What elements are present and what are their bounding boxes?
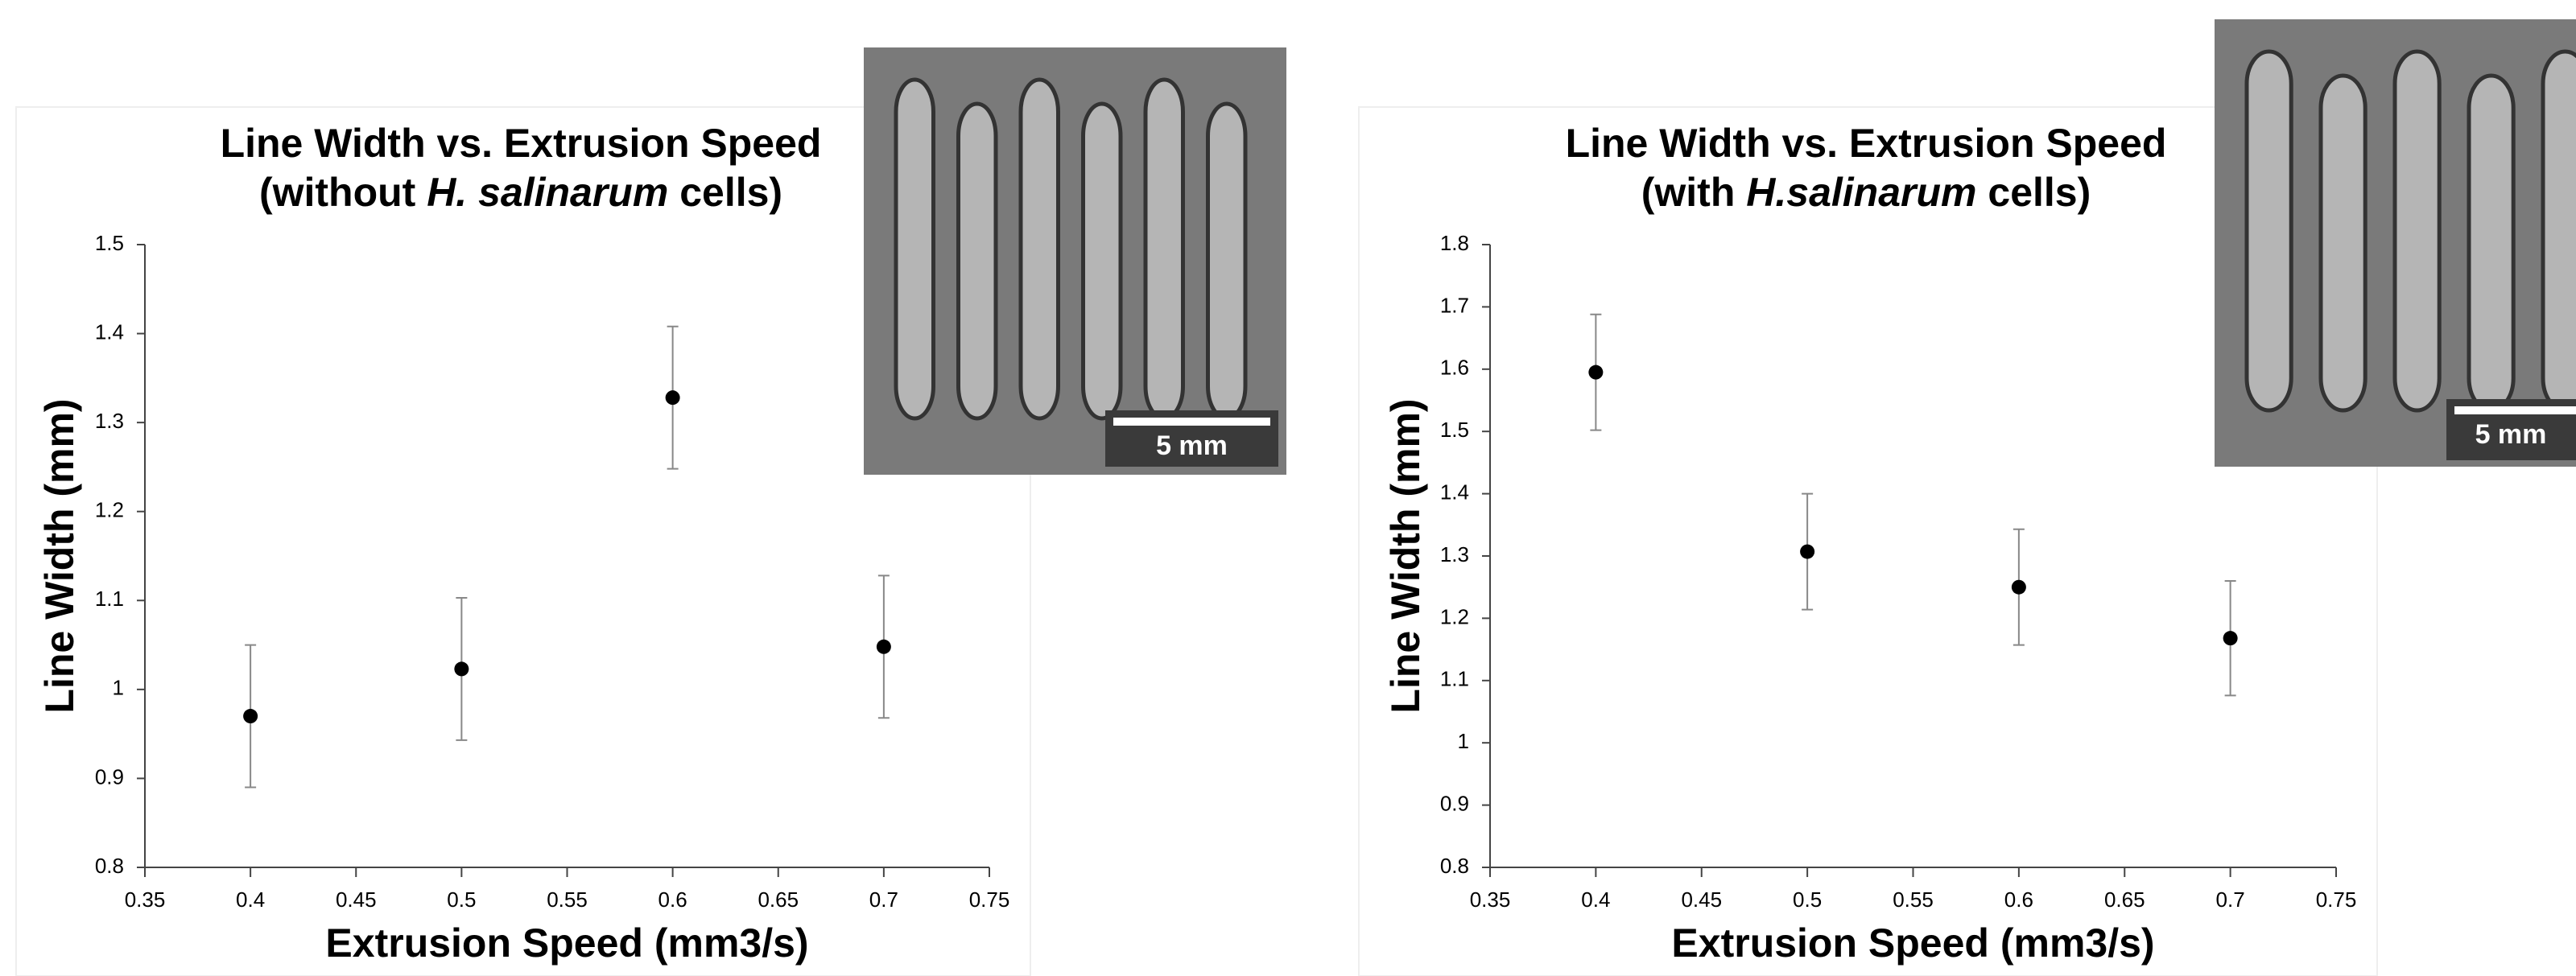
x-tick-label: 0.55 — [547, 887, 588, 912]
x-tick-label: 0.6 — [2004, 887, 2033, 912]
chart-subtitle: (without H. salinarum cells) — [259, 170, 782, 215]
subtitle-part: (without — [259, 170, 427, 215]
y-tick-label: 1.1 — [1440, 667, 1469, 691]
scale-bar-label: 5 mm — [1156, 430, 1228, 461]
printed-line — [1081, 101, 1123, 421]
printed-line — [894, 77, 935, 421]
x-tick-label: 0.65 — [758, 887, 799, 912]
printed-line — [956, 101, 998, 421]
y-tick-label: 1.3 — [1440, 542, 1469, 566]
y-tick-label: 1.2 — [95, 498, 124, 522]
chart-panel — [1358, 106, 2378, 976]
data-point — [665, 390, 680, 406]
x-tick-label: 0.7 — [2216, 887, 2245, 912]
x-tick-label: 0.7 — [869, 887, 898, 912]
chart-subtitle: (with H.salinarum cells) — [1641, 170, 2091, 215]
x-tick-label: 0.5 — [447, 887, 476, 912]
printed-line — [1206, 101, 1248, 421]
y-tick-label: 1.3 — [95, 409, 124, 433]
x-axis-label: Extrusion Speed (mm3/s) — [1671, 920, 2154, 966]
data-point — [2223, 631, 2238, 646]
data-point — [2011, 579, 2026, 595]
chart-title: Line Width vs. Extrusion Speed — [221, 121, 822, 166]
data-point — [1800, 544, 1815, 559]
chart-title: Line Width vs. Extrusion Speed — [1566, 121, 2167, 166]
y-tick-label: 0.8 — [1440, 854, 1469, 878]
y-tick-label: 1 — [113, 676, 124, 700]
x-tick-label: 0.55 — [1893, 887, 1934, 912]
x-tick-label: 0.75 — [2316, 887, 2357, 912]
data-point — [1588, 364, 1604, 380]
y-tick-label: 1.1 — [95, 587, 124, 611]
y-tick-label: 1.6 — [1440, 356, 1469, 380]
scale-bar-label: 5 mm — [2475, 419, 2547, 450]
subtitle-part: H. salinarum — [427, 170, 668, 215]
x-axis-label: Extrusion Speed (mm3/s) — [325, 920, 808, 966]
printed-line — [1143, 77, 1185, 421]
x-tick-label: 0.5 — [1793, 887, 1822, 912]
data-point — [454, 661, 469, 677]
y-tick-label: 0.9 — [1440, 791, 1469, 815]
x-tick-label: 0.35 — [1470, 887, 1511, 912]
printed-line — [1018, 77, 1060, 421]
printed-line — [2244, 49, 2293, 413]
x-tick-label: 0.4 — [1581, 887, 1610, 912]
subtitle-part: H.salinarum — [1746, 170, 1976, 215]
x-tick-label: 0.45 — [1681, 887, 1722, 912]
printed-line — [2392, 49, 2442, 413]
x-tick-label: 0.75 — [969, 887, 1010, 912]
y-tick-label: 1.4 — [95, 319, 124, 344]
x-tick-label: 0.65 — [2104, 887, 2145, 912]
y-tick-label: 1 — [1458, 729, 1469, 753]
y-tick-label: 0.9 — [95, 764, 124, 789]
y-axis-label: Line Width (mm) — [1383, 398, 1428, 713]
y-axis-label: Line Width (mm) — [37, 398, 82, 713]
printed-line — [2541, 49, 2576, 413]
data-point — [876, 639, 891, 654]
y-tick-label: 1.5 — [1440, 418, 1469, 442]
y-tick-label: 1.2 — [1440, 604, 1469, 628]
data-point — [243, 709, 258, 724]
y-tick-label: 1.5 — [95, 231, 124, 255]
subtitle-part: cells) — [668, 170, 782, 215]
y-tick-label: 1.4 — [1440, 480, 1469, 504]
y-tick-label: 0.8 — [95, 854, 124, 878]
x-tick-label: 0.45 — [336, 887, 377, 912]
printed-line — [2467, 73, 2516, 413]
printed-line — [2318, 73, 2368, 413]
subtitle-part: cells) — [1977, 170, 2091, 215]
x-tick-label: 0.6 — [658, 887, 687, 912]
subtitle-part: (with — [1641, 170, 1747, 215]
x-tick-label: 0.4 — [236, 887, 265, 912]
y-tick-label: 1.8 — [1440, 231, 1469, 255]
y-tick-label: 1.7 — [1440, 293, 1469, 317]
chart-panel — [15, 106, 1031, 976]
x-tick-label: 0.35 — [125, 887, 166, 912]
